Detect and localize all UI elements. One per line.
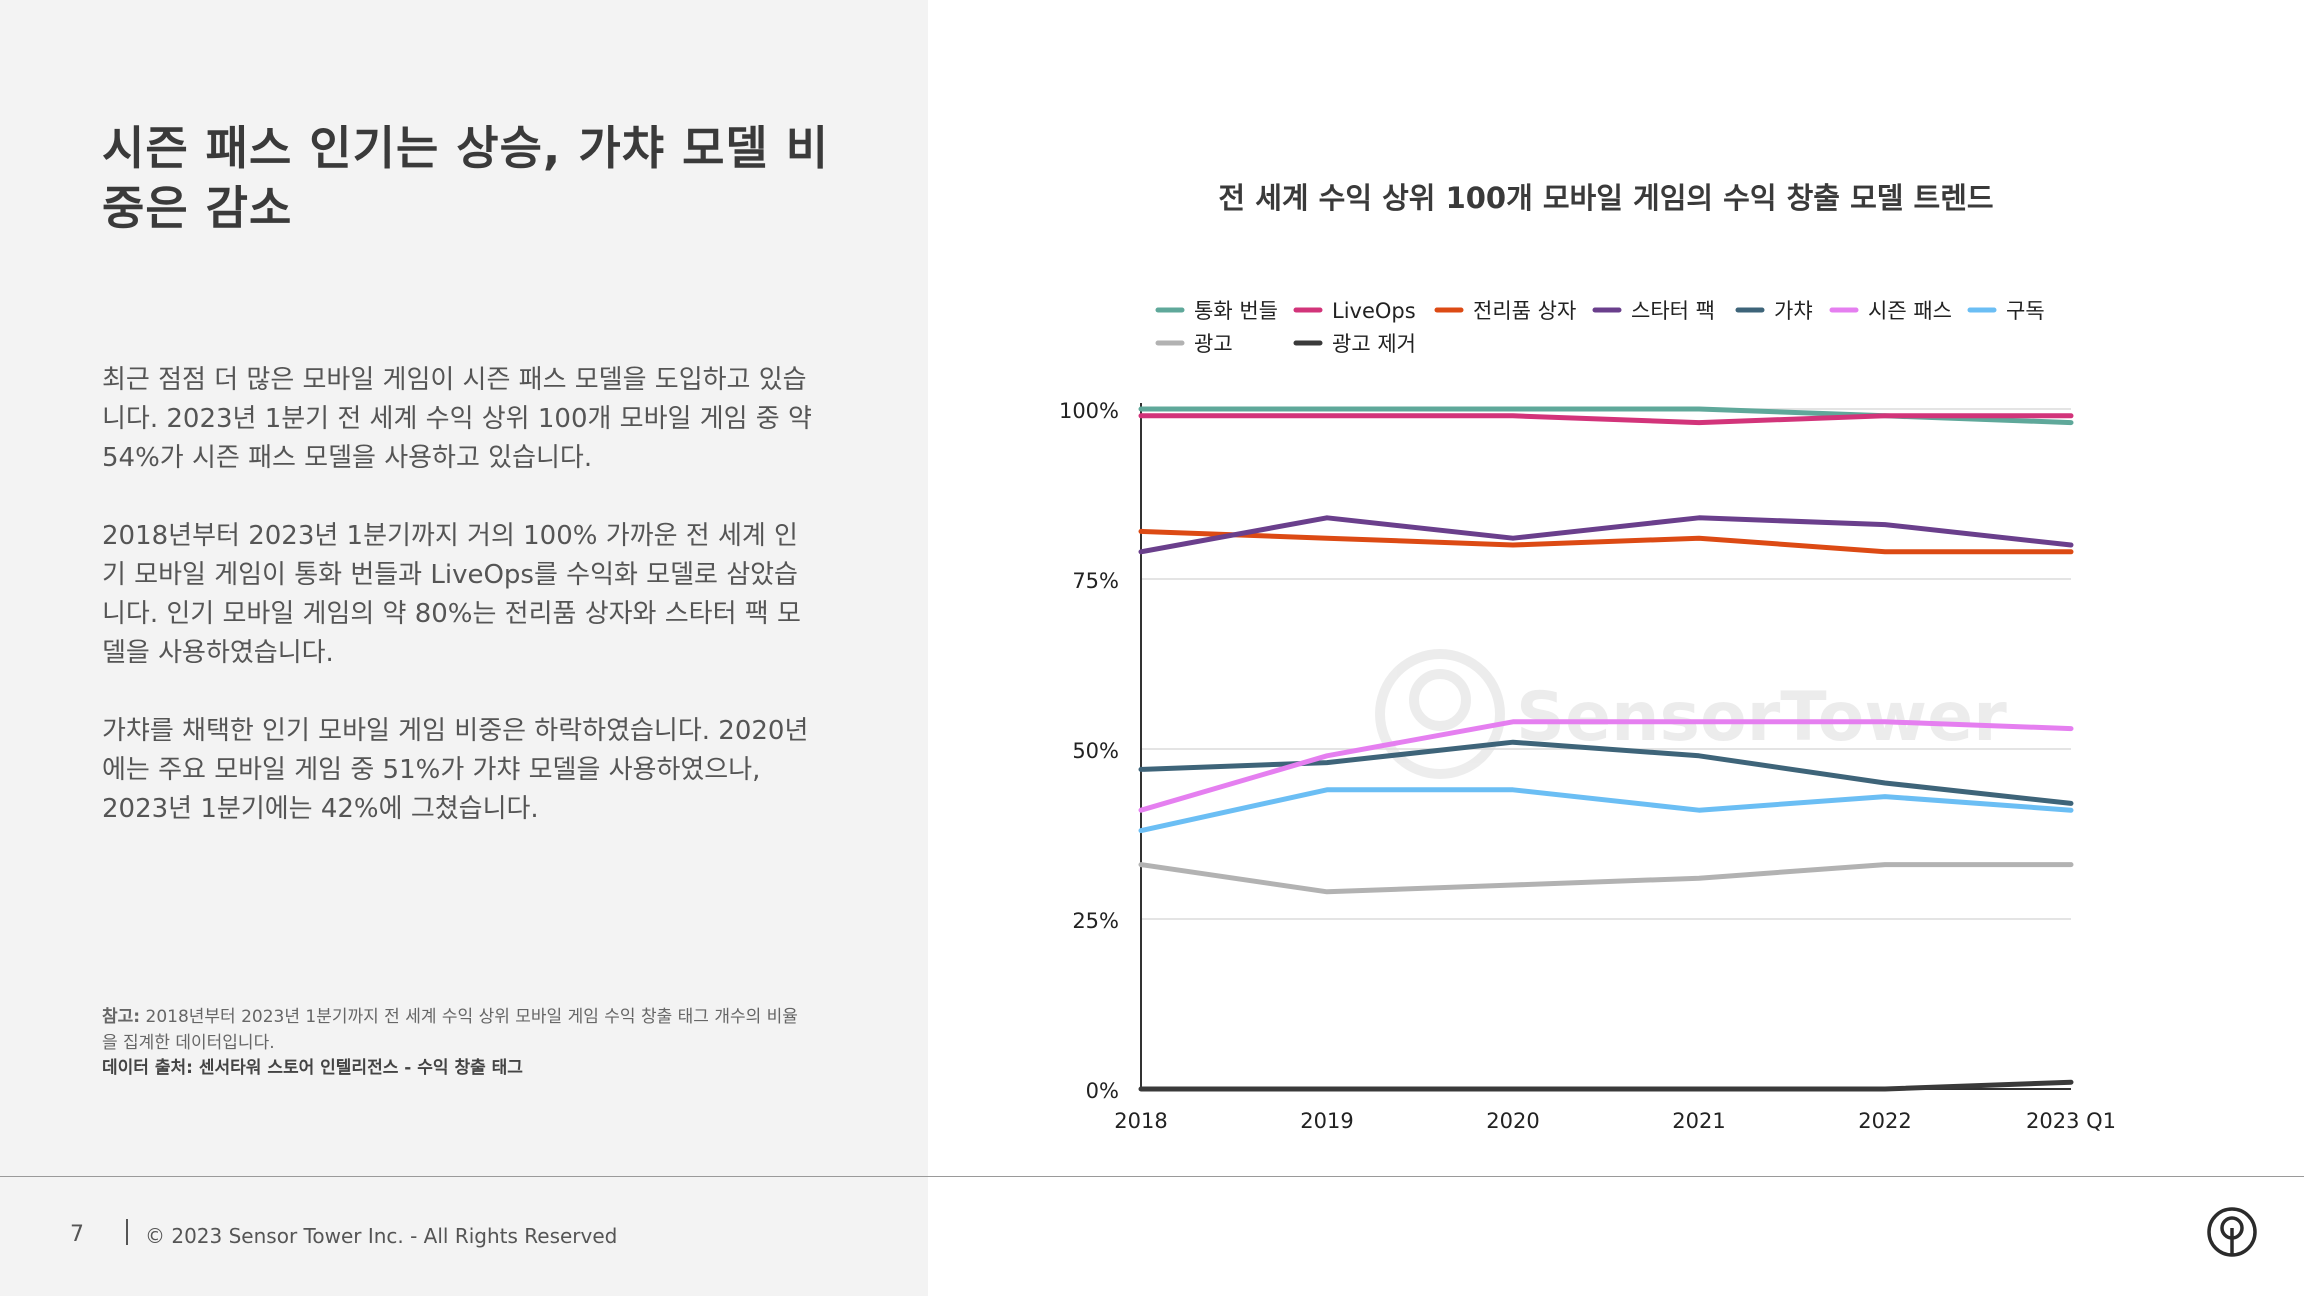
- y-tick-label: 100%: [1059, 399, 1119, 423]
- y-tick-label: 50%: [1072, 739, 1119, 763]
- legend-label: LiveOps: [1332, 299, 1416, 323]
- series-line: [1138, 1079, 2074, 1092]
- x-tick-label: 2020: [1486, 1109, 1539, 1133]
- series-line: [1138, 413, 2074, 426]
- x-tick-label: 2018: [1114, 1109, 1167, 1133]
- sensor-tower-logo-icon: [2207, 1207, 2257, 1257]
- page-title: 시즌 패스 인기는 상승, 가챠 모델 비중은 감소: [102, 121, 830, 235]
- series-line: [1138, 515, 2074, 555]
- series-line: [1138, 862, 2074, 895]
- legend-label: 구독: [2006, 299, 2045, 323]
- series-line: [1138, 719, 2074, 813]
- chart-title: 전 세계 수익 상위 100개 모바일 게임의 수익 창출 모델 트렌드: [1218, 181, 1993, 215]
- reference-note-label: 참고:: [102, 1007, 141, 1027]
- y-tick-label: 0%: [1086, 1079, 1119, 1103]
- x-tick-label: 2019: [1300, 1109, 1353, 1133]
- series-line: [1138, 528, 2074, 555]
- page-number: 7: [70, 1222, 84, 1247]
- body-paragraph-2: 2018년부터 2023년 1분기까지 거의 100% 가까운 전 세계 인기 …: [102, 521, 801, 668]
- data-source-note: 데이터 출처: 센서타워 스토어 인텔리전스 - 수익 창출 태그: [102, 1058, 523, 1078]
- x-tick-label: 2021: [1672, 1109, 1725, 1133]
- footer-divider: [0, 1176, 2304, 1177]
- y-tick-label: 75%: [1072, 569, 1119, 593]
- reference-note-text: 2018년부터 2023년 1분기까지 전 세계 수익 상위 모바일 게임 수익…: [102, 1007, 798, 1053]
- copyright-text: © 2023 Sensor Tower Inc. - All Rights Re…: [145, 1224, 618, 1248]
- y-tick-label: 25%: [1072, 909, 1119, 933]
- watermark-text: SensorTower: [1516, 678, 2007, 757]
- series-line: [1138, 787, 2074, 834]
- legend-label: 가챠: [1774, 299, 1813, 323]
- reference-note: 참고: 2018년부터 2023년 1분기까지 전 세계 수익 상위 모바일 게…: [102, 1004, 812, 1056]
- x-tick-label: 2022: [1858, 1109, 1911, 1133]
- legend-label: 광고: [1194, 332, 1233, 356]
- legend-label: 시즌 패스: [1868, 299, 1952, 323]
- legend-label: 전리품 상자: [1473, 299, 1576, 323]
- body-paragraph-1: 최근 점점 더 많은 모바일 게임이 시즌 패스 모델을 도입하고 있습니다. …: [102, 365, 812, 473]
- line-chart: SensorTower 전 세계 수익 상위 100개 모바일 게임의 수익 창출…: [1059, 181, 2116, 1133]
- legend-label: 통화 번들: [1194, 299, 1278, 323]
- body-paragraph-3: 가챠를 채택한 인기 모바일 게임 비중은 하락하였습니다. 2020년에는 주…: [102, 716, 809, 824]
- watermark-logo: [1375, 649, 1505, 779]
- legend-label: 스타터 팩: [1631, 299, 1715, 323]
- left-text-panel: [0, 0, 928, 1296]
- x-tick-label: 2023 Q1: [2026, 1109, 2116, 1133]
- legend-label: 광고 제거: [1332, 332, 1416, 356]
- footer-separator: [126, 1219, 128, 1245]
